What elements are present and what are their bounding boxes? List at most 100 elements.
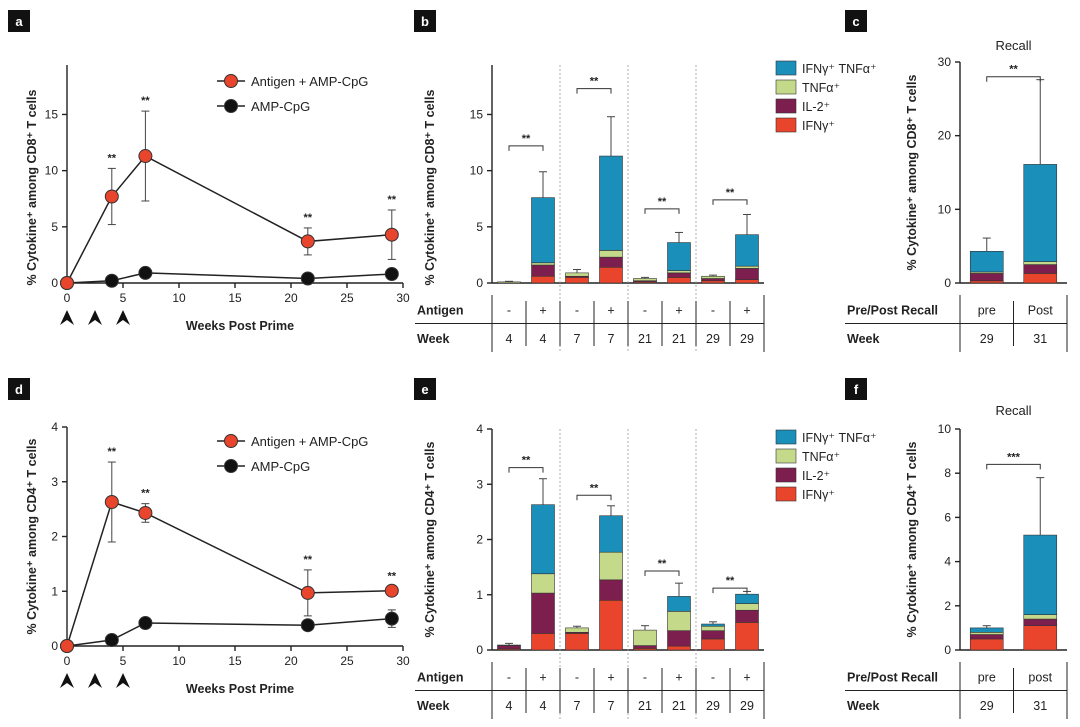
a-y-tick-label: 10 <box>45 164 59 178</box>
f-y-tick-label: 4 <box>944 555 951 569</box>
b-y-tick-label: 5 <box>476 220 483 234</box>
b-table-row-label: Antigen <box>417 303 464 317</box>
b-table-cell: - <box>711 303 715 317</box>
d-dose-arrow-icon <box>60 673 74 688</box>
c-bar-segment <box>1023 273 1058 284</box>
f-bar-segment <box>1023 618 1058 626</box>
a-x-axis-label: Weeks Post Prime <box>186 319 294 333</box>
c-chart-title: Recall <box>995 38 1031 53</box>
e-y-axis-label: % Cytokine⁺ among CD4⁺ T cells <box>423 442 437 638</box>
e-table-cell: - <box>643 670 647 684</box>
e-bar-segment <box>565 633 589 651</box>
b-significance-label: ** <box>522 133 531 145</box>
c-table-row-label: Week <box>847 332 879 346</box>
b-legend-label: TNFα⁺ <box>802 81 840 95</box>
d-legend-marker <box>224 459 238 473</box>
c-table-cell: pre <box>978 303 996 317</box>
e-significance-label: ** <box>726 575 735 587</box>
e-bar-segment <box>531 633 555 651</box>
e-significance-bracket <box>508 467 544 473</box>
a-data-point <box>384 227 399 242</box>
e-significance-label: ** <box>658 558 667 570</box>
d-legend-label: Antigen + AMP-CpG <box>251 434 368 449</box>
a-y-axis-label: % Cytokine⁺ among CD8⁺ T cells <box>25 90 39 286</box>
e-bar-segment <box>565 627 589 633</box>
e-table-cell: - <box>711 670 715 684</box>
a-data-point <box>60 276 74 290</box>
e-bar-segment <box>701 623 725 627</box>
f-table-row-label: Week <box>847 699 879 713</box>
e-table-cell: - <box>507 670 511 684</box>
b-significance-label: ** <box>658 196 667 208</box>
e-bar-segment <box>735 609 759 623</box>
a-data-point <box>138 265 153 280</box>
d-significance-label: ** <box>108 446 117 458</box>
e-bar-segment <box>599 579 623 601</box>
b-bar-segment <box>735 268 759 280</box>
c-bar-segment <box>1023 261 1058 265</box>
d-data-point <box>384 611 399 626</box>
c-table-row-label: Pre/Post Recall <box>847 303 938 317</box>
panel-e-label-box <box>414 378 436 400</box>
d-dose-arrow-icon <box>88 673 102 688</box>
e-bar-segment <box>735 603 759 611</box>
a-x-tick-label: 5 <box>120 291 127 305</box>
e-table-cell: 7 <box>574 699 581 713</box>
e-bar-segment <box>633 629 657 646</box>
e-legend-swatch <box>775 429 797 445</box>
e-significance-bracket <box>644 570 680 576</box>
e-bar-segment <box>701 638 725 651</box>
f-y-tick-label: 10 <box>938 422 952 436</box>
b-significance-label: ** <box>590 76 599 88</box>
e-bar-segment <box>531 573 555 594</box>
a-data-point <box>138 149 153 164</box>
e-table-row-label: Week <box>417 699 449 713</box>
d-data-point <box>138 616 153 631</box>
f-bar-segment <box>969 632 1004 635</box>
d-y-tick-label: 0 <box>51 639 58 653</box>
f-bar-segment <box>1023 614 1058 620</box>
f-bar-segment <box>969 634 1004 640</box>
f-table-cell: 31 <box>1033 699 1047 713</box>
panel-a-label-box <box>8 10 30 32</box>
e-bar-segment <box>735 593 759 604</box>
b-table-cell: - <box>507 303 511 317</box>
panel-c-label: c <box>852 14 859 29</box>
d-data-point <box>104 632 119 647</box>
b-significance-bracket <box>576 88 612 94</box>
b-bar-segment <box>565 272 589 277</box>
b-legend-label: IL-2⁺ <box>802 100 830 114</box>
d-x-tick-label: 25 <box>340 654 354 668</box>
f-table-cell: pre <box>978 670 996 684</box>
e-legend-label: IFNγ⁺ <box>802 488 835 502</box>
b-table-cell: - <box>575 303 579 317</box>
b-significance-bracket <box>508 145 544 151</box>
e-bar-segment <box>497 645 521 650</box>
a-legend-label: Antigen + AMP-CpG <box>251 74 368 89</box>
a-data-point <box>384 267 399 282</box>
b-table-cell: + <box>607 303 614 317</box>
d-significance-label: ** <box>141 488 150 500</box>
b-bar-segment <box>599 266 623 284</box>
e-bar-segment <box>667 630 691 647</box>
e-legend-swatch <box>775 486 797 502</box>
a-significance-label: ** <box>141 95 150 107</box>
a-dose-arrow-icon <box>60 310 74 325</box>
a-y-tick-label: 5 <box>51 220 58 234</box>
d-x-tick-label: 0 <box>64 654 71 668</box>
c-table-cell: 31 <box>1033 332 1047 346</box>
a-dose-arrow-icon <box>88 310 102 325</box>
b-y-tick-label: 15 <box>470 107 484 121</box>
f-significance-bracket <box>986 463 1041 470</box>
e-bar-segment <box>667 596 691 612</box>
e-legend-swatch <box>775 448 797 464</box>
b-legend-swatch <box>775 98 797 114</box>
b-bar-segment <box>599 155 623 251</box>
c-y-tick-label: 0 <box>944 276 951 290</box>
e-table-cell: 7 <box>608 699 615 713</box>
c-significance-label: ** <box>1009 64 1018 76</box>
a-data-point <box>300 234 315 249</box>
b-table-cell: + <box>675 303 682 317</box>
f-table-row-label: Pre/Post Recall <box>847 670 938 684</box>
c-bar-segment <box>969 273 1004 282</box>
